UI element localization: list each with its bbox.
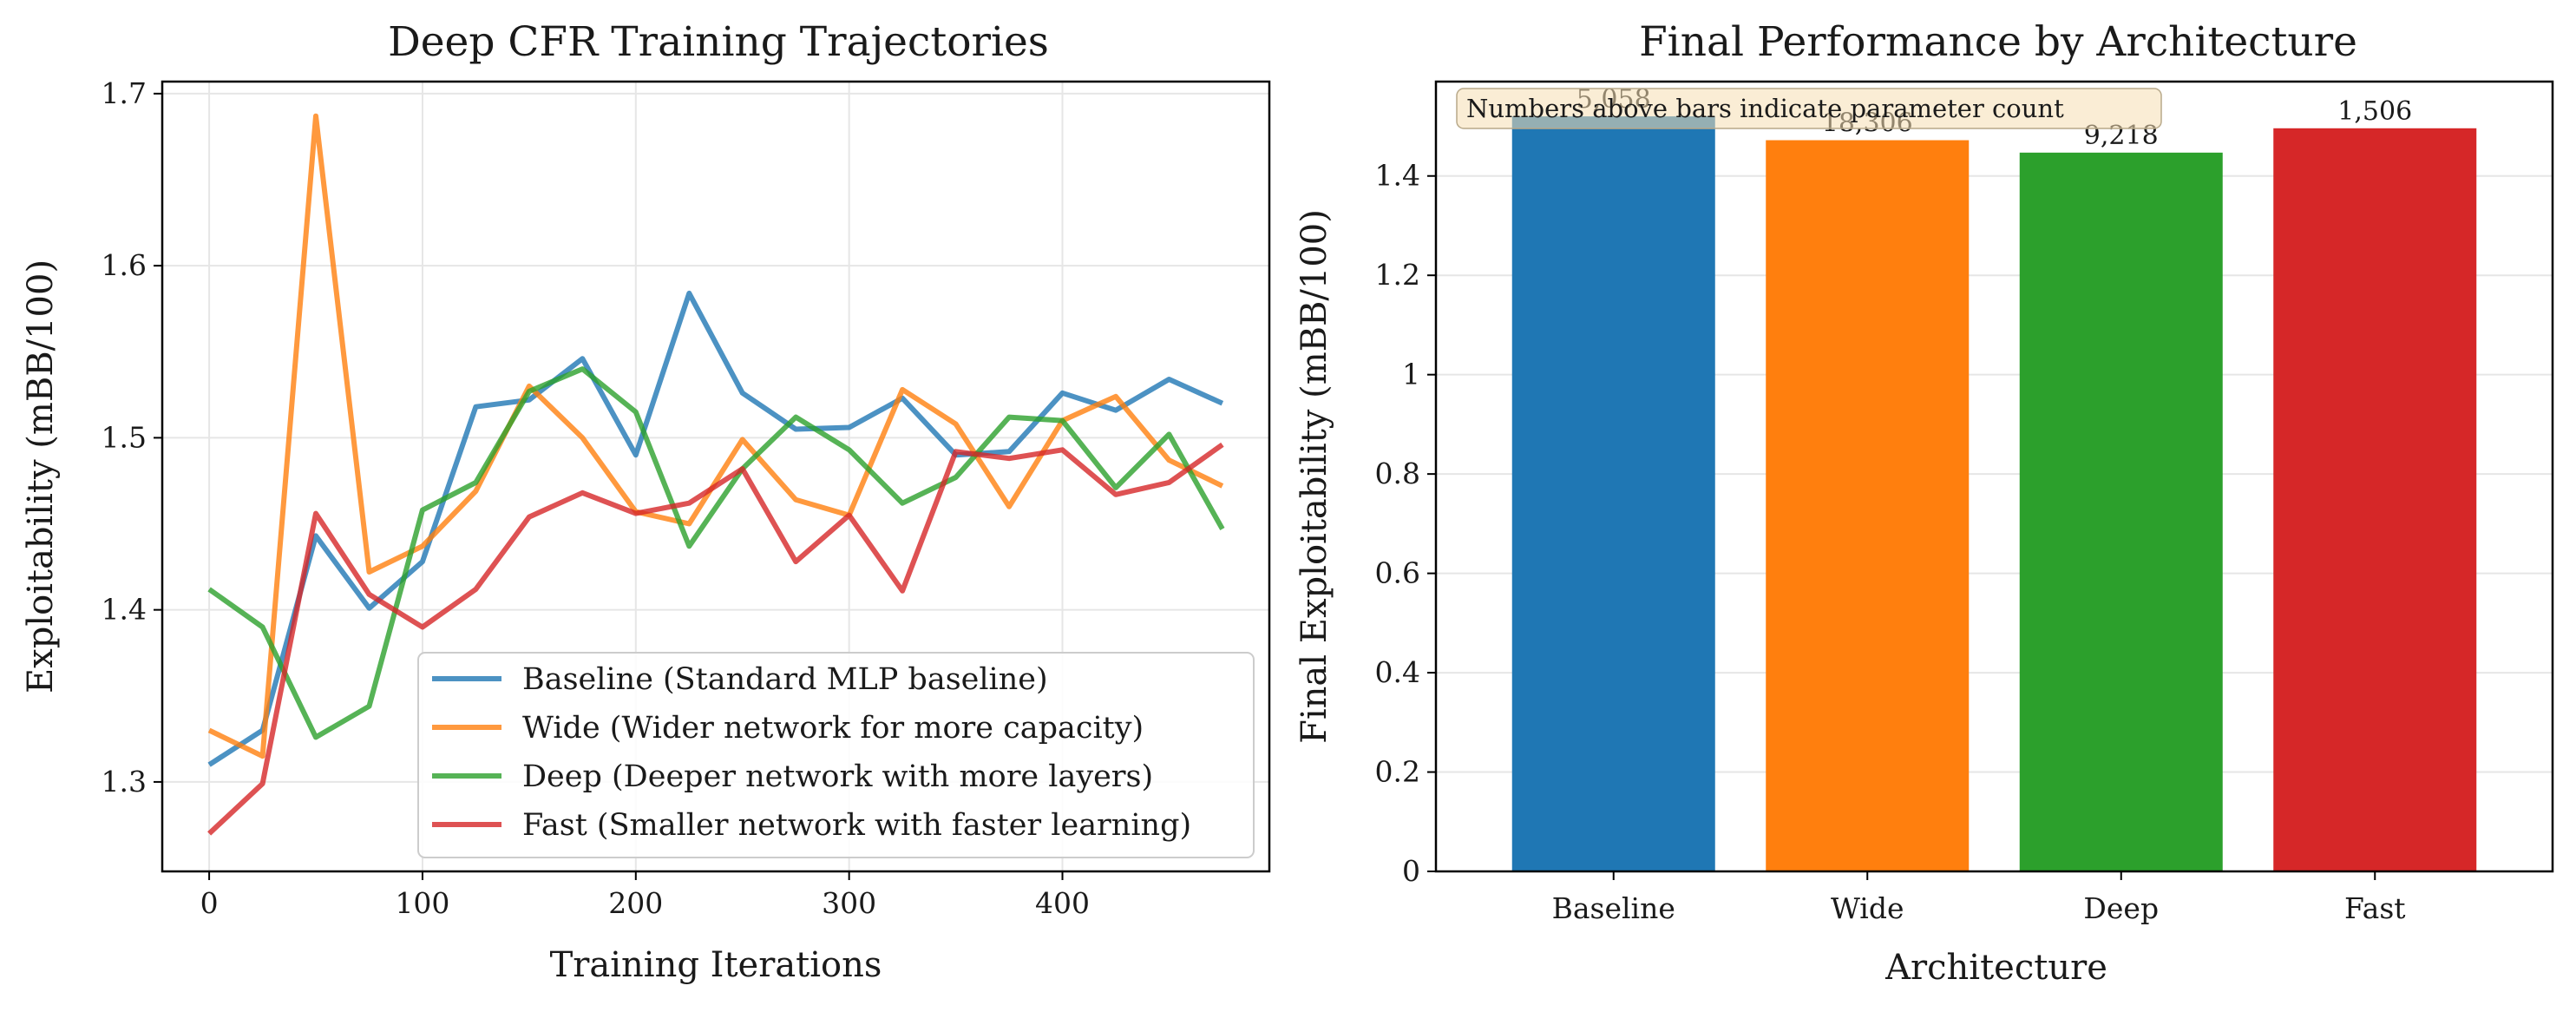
y-tick-label: 0.6 xyxy=(1375,556,1420,590)
series-line-fast xyxy=(207,442,1224,836)
y-tick-label: 1 xyxy=(1402,358,1420,391)
line-chart-frame xyxy=(161,80,1271,873)
bar-chart-x-label: Architecture xyxy=(1884,948,2107,988)
x-tick-label: Baseline xyxy=(1552,891,1675,925)
x-tick-label: 100 xyxy=(395,886,449,920)
y-tick-label: 1.6 xyxy=(102,248,147,282)
y-tick-label: 0 xyxy=(1402,854,1420,888)
bar-chart-panel: Final Performance by Architecture 5,0581… xyxy=(1295,18,2554,988)
x-tick-label: 0 xyxy=(200,886,219,920)
line-chart-legend: Baseline (Standard MLP baseline) Wide (Wi… xyxy=(417,652,1255,858)
series-line-deep xyxy=(207,366,1225,740)
x-tick-label: 200 xyxy=(608,886,663,920)
line-chart-y-label: Exploitability (mBB/100) xyxy=(21,260,61,693)
y-tick-label: 1.4 xyxy=(102,593,147,627)
line-chart-title: Deep CFR Training Trajectories xyxy=(388,18,1049,66)
y-tick-label: 1.7 xyxy=(102,76,147,110)
x-tick-label: 400 xyxy=(1035,886,1090,920)
annotation-box: Numbers above bars indicate parameter co… xyxy=(1456,88,2162,129)
bar-wide xyxy=(1766,140,1970,871)
y-tick-label: 0.8 xyxy=(1375,457,1420,490)
legend-label: Deep (Deeper network with more layers) xyxy=(522,759,1153,794)
bar-chart-ticks: 0 0.2 0.4 0.6 0.8 1 1.2 1.4 Baseline Wide Deep Fast xyxy=(1375,159,2406,925)
line-chart-ticks: 0 100 200 300 400 1.3 1.4 1.5 1.6 1.7 xyxy=(102,76,1091,920)
bar-deep xyxy=(2019,152,2223,871)
legend-box xyxy=(417,652,1255,858)
y-tick-label: 0.4 xyxy=(1375,655,1420,689)
legend-label: Fast (Smaller network with faster learni… xyxy=(522,808,1191,843)
bar-baseline xyxy=(1511,116,1715,872)
y-tick-label: 0.2 xyxy=(1375,755,1420,789)
y-tick-label: 1.4 xyxy=(1375,159,1420,193)
line-chart-panel: Deep CFR Training Trajectories 0 100 200 30… xyxy=(21,18,1271,985)
legend-label: Wide (Wider network for more capacity) xyxy=(522,711,1144,746)
bar-fast xyxy=(2273,128,2477,872)
y-tick-label: 1.5 xyxy=(102,420,147,454)
x-tick-label: Deep xyxy=(2083,891,2159,925)
bar-chart-y-label: Final Exploitability (mBB/100) xyxy=(1295,209,1334,744)
annotation-background xyxy=(1456,88,2162,129)
bar-value-label: 1,506 xyxy=(2337,96,2412,127)
x-tick-label: Fast xyxy=(2344,891,2406,925)
bar-chart-bars xyxy=(1511,116,2477,872)
line-chart-series xyxy=(207,113,1225,836)
bar-chart-title: Final Performance by Architecture xyxy=(1639,18,2357,66)
line-chart-x-label: Training Iterations xyxy=(550,945,882,985)
bar-chart-frame xyxy=(1434,80,2554,873)
y-tick-label: 1.2 xyxy=(1375,258,1420,292)
legend-label: Baseline (Standard MLP baseline) xyxy=(522,662,1048,697)
y-tick-label: 1.3 xyxy=(102,765,147,798)
series-line-wide xyxy=(207,113,1224,759)
x-tick-label: 300 xyxy=(822,886,876,920)
x-tick-label: Wide xyxy=(1831,891,1904,925)
annotation-text: Numbers above bars indicate parameter co… xyxy=(1466,94,2064,123)
